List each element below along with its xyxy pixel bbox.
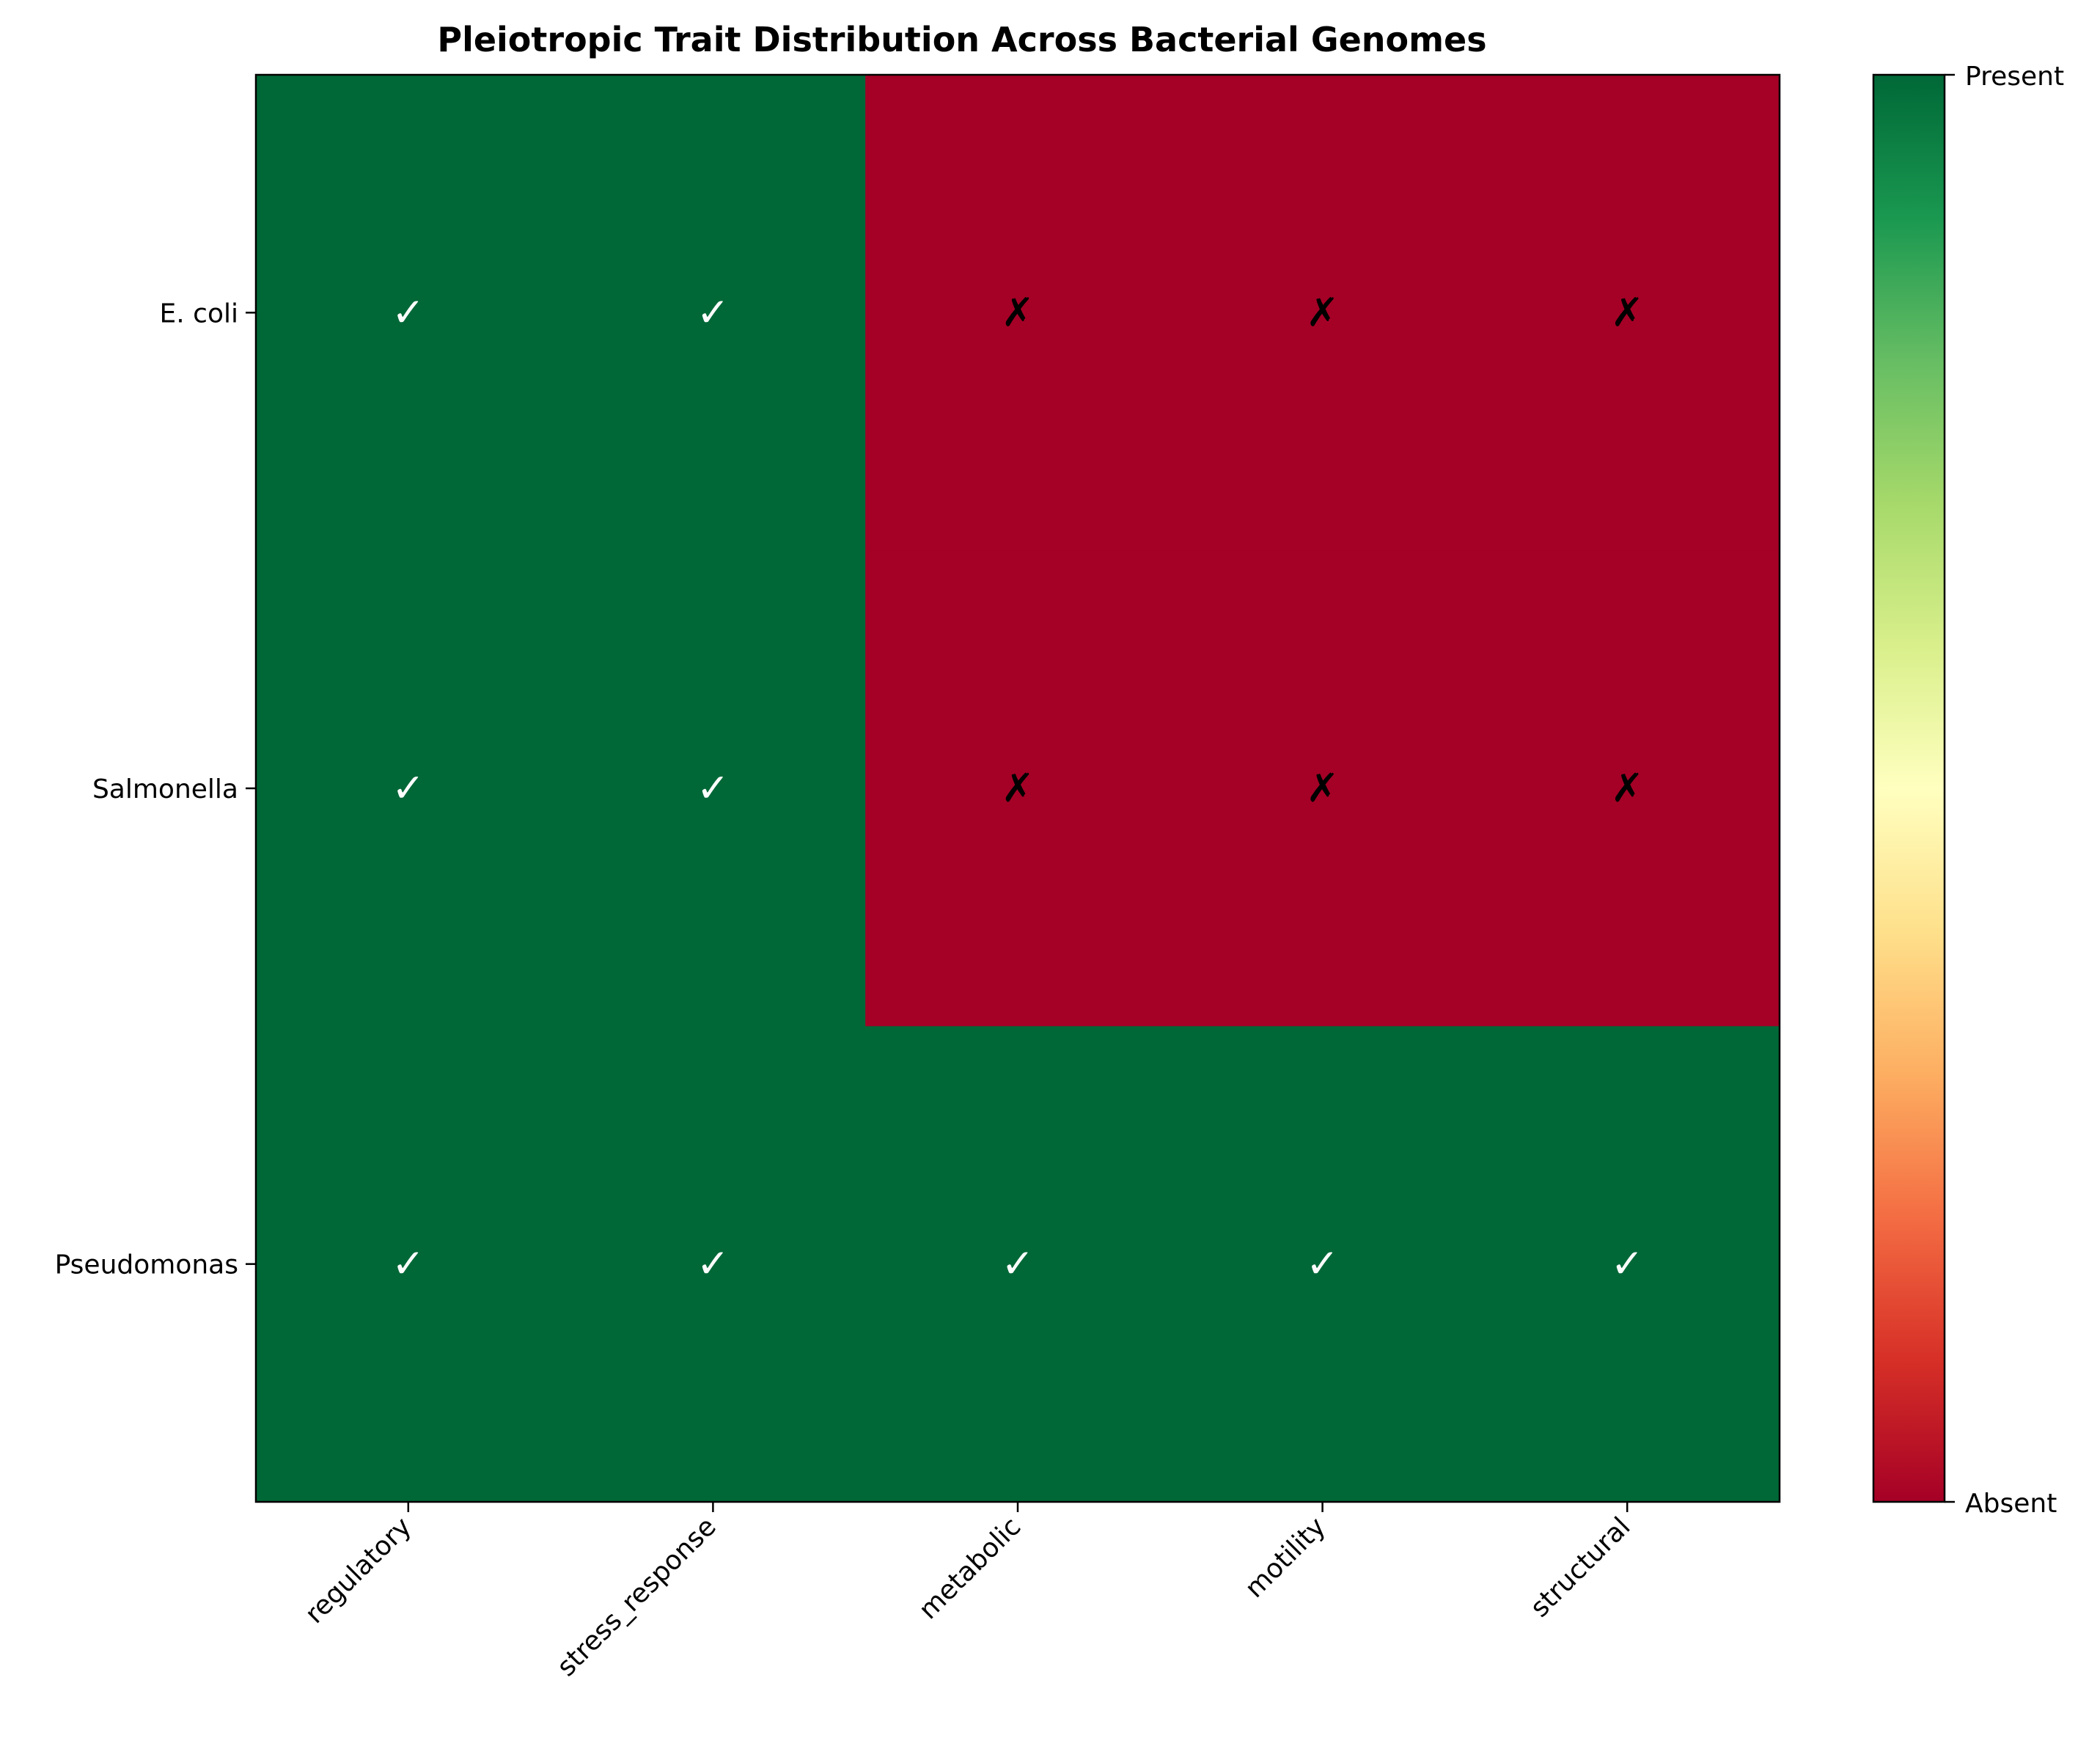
chart-title: Pleiotropic Trait Distribution Across Ba… [437, 20, 1486, 59]
y-tick-label: Salmonella [92, 774, 238, 804]
colorbar: Present Absent [1872, 62, 2064, 1519]
heatmap-cell [1170, 75, 1475, 551]
cell-mark-present: ✓ [697, 289, 730, 335]
cell-mark-absent: ✗ [1611, 765, 1644, 811]
cell-mark-absent: ✗ [1611, 289, 1644, 335]
cell-mark-present: ✓ [697, 765, 730, 811]
cell-mark-present: ✓ [392, 1241, 425, 1287]
heatmap-cell [256, 550, 562, 1027]
cell-mark-absent: ✗ [1306, 765, 1339, 811]
heatmap-cell [865, 75, 1171, 551]
y-tick-label: E. coli [160, 298, 238, 329]
heatmap-cell [1475, 1026, 1780, 1503]
cell-mark-absent: ✗ [1306, 289, 1339, 335]
heatmap-cell [560, 1026, 866, 1503]
cell-mark-present: ✓ [1001, 1241, 1034, 1287]
heatmap-cell [1475, 75, 1780, 551]
heatmap-cell [256, 1026, 562, 1503]
heatmap-cell [865, 550, 1171, 1027]
heatmap-cells [256, 75, 1780, 1503]
colorbar-label-absent: Absent [1965, 1489, 2057, 1519]
heatmap-cell [1170, 550, 1475, 1027]
cell-mark-present: ✓ [1306, 1241, 1339, 1287]
cell-mark-present: ✓ [697, 1241, 730, 1287]
colorbar-frame [1872, 73, 1946, 1503]
heatmap-cell [1170, 1026, 1475, 1503]
heatmap-cell [256, 75, 562, 551]
cell-mark-present: ✓ [392, 765, 425, 811]
y-axis: E. coli Salmonella Pseudomonas [55, 298, 256, 1280]
heatmap-cell [560, 75, 866, 551]
heatmap-cell [560, 550, 866, 1027]
colorbar-label-present: Present [1965, 62, 2064, 92]
cell-mark-present: ✓ [392, 289, 425, 335]
cell-mark-present: ✓ [1611, 1241, 1644, 1287]
heatmap-cell [865, 1026, 1171, 1503]
y-tick-label: Pseudomonas [55, 1250, 238, 1280]
heatmap-cell-labels: ✓ ✓ ✗ ✗ ✗ ✓ ✓ ✗ ✗ ✗ ✓ ✓ ✓ ✓ ✓ [392, 289, 1644, 1286]
heatmap-cell [1475, 550, 1780, 1027]
colorbar-gradient [1873, 75, 1945, 1502]
cell-mark-absent: ✗ [1001, 765, 1034, 811]
cell-mark-absent: ✗ [1001, 289, 1034, 335]
